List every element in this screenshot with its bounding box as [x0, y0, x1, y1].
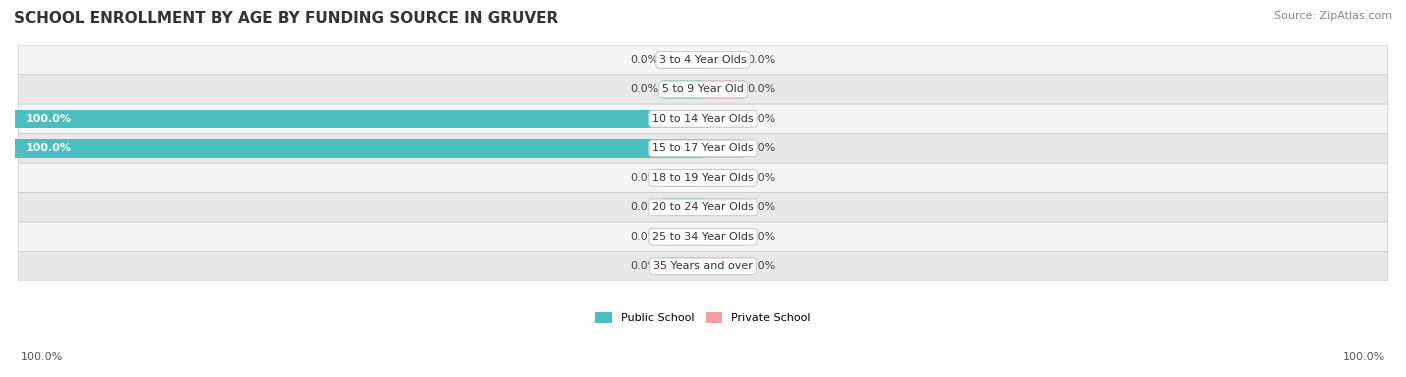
Text: 18 to 19 Year Olds: 18 to 19 Year Olds: [652, 173, 754, 183]
Text: 0.0%: 0.0%: [630, 84, 658, 94]
Bar: [703, 169, 744, 187]
Text: 35 Years and over: 35 Years and over: [652, 261, 754, 271]
Text: 0.0%: 0.0%: [748, 84, 776, 94]
FancyBboxPatch shape: [18, 75, 1388, 104]
Bar: [703, 80, 744, 98]
Text: 0.0%: 0.0%: [748, 261, 776, 271]
Bar: [703, 139, 744, 158]
FancyBboxPatch shape: [18, 133, 1388, 163]
Bar: [703, 257, 744, 276]
FancyBboxPatch shape: [18, 251, 1388, 281]
Text: 0.0%: 0.0%: [748, 232, 776, 242]
Text: 100.0%: 100.0%: [21, 352, 63, 362]
FancyBboxPatch shape: [18, 163, 1388, 193]
Bar: [703, 228, 744, 246]
Bar: [662, 169, 703, 187]
FancyBboxPatch shape: [18, 104, 1388, 133]
Text: 0.0%: 0.0%: [748, 173, 776, 183]
Bar: [15, 110, 703, 128]
Text: 0.0%: 0.0%: [630, 173, 658, 183]
Bar: [703, 51, 744, 69]
Text: 0.0%: 0.0%: [748, 143, 776, 153]
Bar: [662, 80, 703, 98]
Text: 0.0%: 0.0%: [630, 261, 658, 271]
Text: 5 to 9 Year Old: 5 to 9 Year Old: [662, 84, 744, 94]
Bar: [662, 198, 703, 216]
FancyBboxPatch shape: [18, 45, 1388, 75]
Text: 3 to 4 Year Olds: 3 to 4 Year Olds: [659, 55, 747, 65]
Text: 0.0%: 0.0%: [630, 202, 658, 212]
Text: Source: ZipAtlas.com: Source: ZipAtlas.com: [1274, 11, 1392, 21]
Text: 25 to 34 Year Olds: 25 to 34 Year Olds: [652, 232, 754, 242]
Bar: [662, 228, 703, 246]
Text: 0.0%: 0.0%: [748, 202, 776, 212]
Bar: [703, 198, 744, 216]
Text: 0.0%: 0.0%: [748, 114, 776, 124]
Text: 100.0%: 100.0%: [1343, 352, 1385, 362]
Bar: [662, 257, 703, 276]
Bar: [15, 139, 703, 158]
FancyBboxPatch shape: [18, 193, 1388, 222]
Text: 100.0%: 100.0%: [25, 114, 72, 124]
Text: 0.0%: 0.0%: [630, 55, 658, 65]
Text: 20 to 24 Year Olds: 20 to 24 Year Olds: [652, 202, 754, 212]
Text: 0.0%: 0.0%: [748, 55, 776, 65]
FancyBboxPatch shape: [18, 222, 1388, 251]
Text: 15 to 17 Year Olds: 15 to 17 Year Olds: [652, 143, 754, 153]
Bar: [662, 51, 703, 69]
Legend: Public School, Private School: Public School, Private School: [591, 307, 815, 327]
Text: 0.0%: 0.0%: [630, 232, 658, 242]
Text: 100.0%: 100.0%: [25, 143, 72, 153]
Bar: [703, 110, 744, 128]
Text: SCHOOL ENROLLMENT BY AGE BY FUNDING SOURCE IN GRUVER: SCHOOL ENROLLMENT BY AGE BY FUNDING SOUR…: [14, 11, 558, 26]
Text: 10 to 14 Year Olds: 10 to 14 Year Olds: [652, 114, 754, 124]
